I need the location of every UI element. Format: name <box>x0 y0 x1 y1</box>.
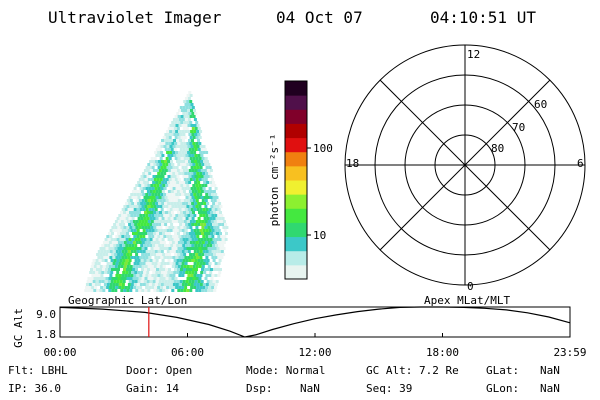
mlt-label-12: 12 <box>467 48 480 61</box>
lat-label-70: 70 <box>512 121 525 134</box>
ip-info: IP: 36.0 <box>8 382 61 395</box>
colorbar-segment <box>285 165 307 181</box>
timeline-y-axis-label: GC Alt <box>12 308 25 348</box>
lat-label-80: 80 <box>491 142 504 155</box>
colorbar-segment <box>285 264 307 280</box>
altitude-line <box>59 306 571 338</box>
door-info: Door: Open <box>126 364 193 377</box>
colorbar-segment <box>285 250 307 266</box>
colorbar-segment <box>285 208 307 223</box>
instrument-title: Ultraviolet Imager <box>48 8 222 27</box>
timeline-x-tick-3: 18:00 <box>426 346 459 359</box>
gain-info: Gain: 14 <box>126 382 179 395</box>
timeline-x-tick-1: 06:00 <box>171 346 204 359</box>
colorbar-segment <box>285 123 307 139</box>
timeline-x-tick-4: 23:59 <box>553 346 586 359</box>
dsp-label: Dsp: <box>246 382 273 395</box>
colorbar-segment <box>285 95 307 110</box>
glon-value: NaN <box>540 382 560 395</box>
timeline-x-tick-2: 12:00 <box>298 346 331 359</box>
mlt-label-18: 18 <box>346 157 359 170</box>
colorbar-tick-10: 10 <box>313 229 326 242</box>
filter-info: Flt: LBHL <box>8 364 68 377</box>
colorbar-segment <box>285 151 307 167</box>
colorbar-segment <box>285 109 307 124</box>
colorbar-segment <box>285 236 307 252</box>
timeline-x-tick-0: 00:00 <box>43 346 76 359</box>
lat-label-60: 60 <box>534 98 547 111</box>
time-label: 04:10:51 UT <box>430 8 536 27</box>
timeline-right-title: Apex MLat/MLT <box>424 294 510 307</box>
mlt-label-6: 6 <box>577 157 584 170</box>
colorbar-tick-100: 100 <box>313 142 333 155</box>
mlt-label-0: 0 <box>467 280 474 293</box>
colorbar-segment <box>285 81 307 96</box>
colorbar-segment <box>285 222 307 238</box>
glon-label: GLon: <box>486 382 520 395</box>
dsp-value: NaN <box>300 382 320 395</box>
glat-value: NaN <box>540 364 560 377</box>
colorbar-segment <box>285 180 307 195</box>
gc-alt-info: GC Alt: 7.2 Re <box>366 364 459 377</box>
timeline-y-tick-max: 9.0 <box>36 308 56 321</box>
glat-label: GLat: <box>486 364 520 377</box>
colorbar-unit-label: photon cm⁻²s⁻¹ <box>268 134 281 227</box>
colorbar-segment <box>285 137 307 153</box>
timeline-y-tick-min: 1.8 <box>36 328 56 341</box>
colorbar-segment <box>285 194 307 209</box>
seq-info: Seq: 39 <box>366 382 413 395</box>
date-label: 04 Oct 07 <box>276 8 363 27</box>
mode-info: Mode: Normal <box>246 364 326 377</box>
timeline-left-title: Geographic Lat/Lon <box>68 294 187 307</box>
